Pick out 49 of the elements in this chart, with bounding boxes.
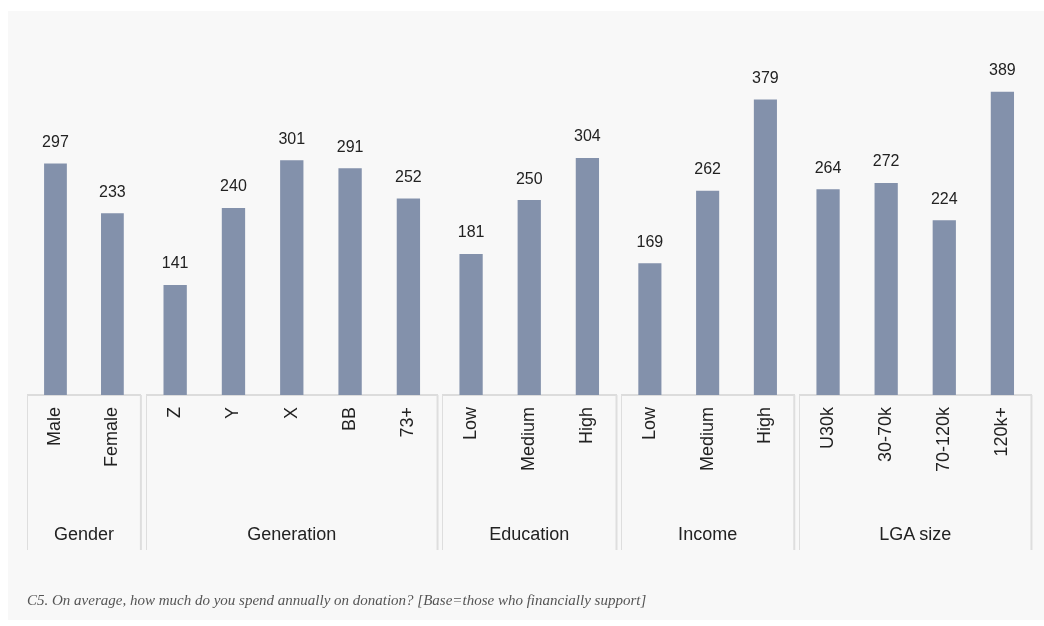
x-tick-label: Low — [638, 406, 659, 441]
bar — [932, 220, 956, 395]
data-label: 389 — [989, 61, 1016, 79]
x-tick-label: High — [576, 407, 597, 445]
data-label: 262 — [694, 160, 722, 178]
data-label: 250 — [515, 169, 543, 187]
bar — [816, 189, 840, 395]
x-axis-title: Generation — [247, 524, 337, 545]
x-tick-label: 73+ — [397, 407, 418, 438]
data-label: 291 — [336, 137, 364, 155]
data-label: 264 — [814, 158, 842, 176]
data-label: 181 — [457, 223, 485, 241]
bar — [280, 160, 304, 395]
data-label: 301 — [278, 129, 306, 147]
bar — [874, 182, 898, 395]
data-label: 169 — [636, 232, 664, 250]
x-tick-label: Male — [44, 407, 65, 447]
text: C5. On average, how much do you spend annually on donation? [Base=those who financially support] — [27, 592, 647, 609]
x-tick-label: Female — [101, 407, 122, 468]
x-tick-label: 30-70k — [875, 406, 896, 463]
x-tick-label: Medium — [696, 407, 717, 472]
bar — [990, 91, 1015, 395]
data-label: 224 — [930, 189, 958, 207]
x-tick-label: Y — [222, 407, 243, 420]
x-tick-label: X — [280, 407, 301, 420]
x-tick-label: Low — [460, 406, 481, 441]
data-label: 240 — [220, 177, 247, 195]
x-tick-label: BB — [339, 407, 360, 432]
x-tick-label: Z — [164, 407, 185, 418]
bar — [338, 168, 362, 395]
data-label: 297 — [42, 132, 69, 150]
x-tick-label: High — [754, 407, 775, 445]
data-label: 141 — [161, 254, 189, 272]
x-axis-title: Education — [489, 524, 570, 545]
bar — [396, 198, 421, 395]
data-label: 379 — [752, 68, 779, 86]
data-label: 304 — [574, 127, 601, 145]
data-label: 233 — [99, 182, 126, 200]
data-label: 272 — [872, 152, 900, 170]
x-tick-label: 120k+ — [991, 407, 1012, 457]
x-axis-title: Income — [678, 524, 738, 545]
x-tick-label: Medium — [518, 407, 539, 472]
bar — [163, 285, 187, 395]
bar — [221, 207, 246, 395]
x-axis-title: Gender — [53, 524, 114, 545]
x-tick-label: U30k — [817, 406, 838, 450]
x-axis-title: LGA size — [879, 524, 952, 545]
data-label: 252 — [395, 167, 422, 185]
x-tick-label: 70-120k — [933, 406, 954, 473]
